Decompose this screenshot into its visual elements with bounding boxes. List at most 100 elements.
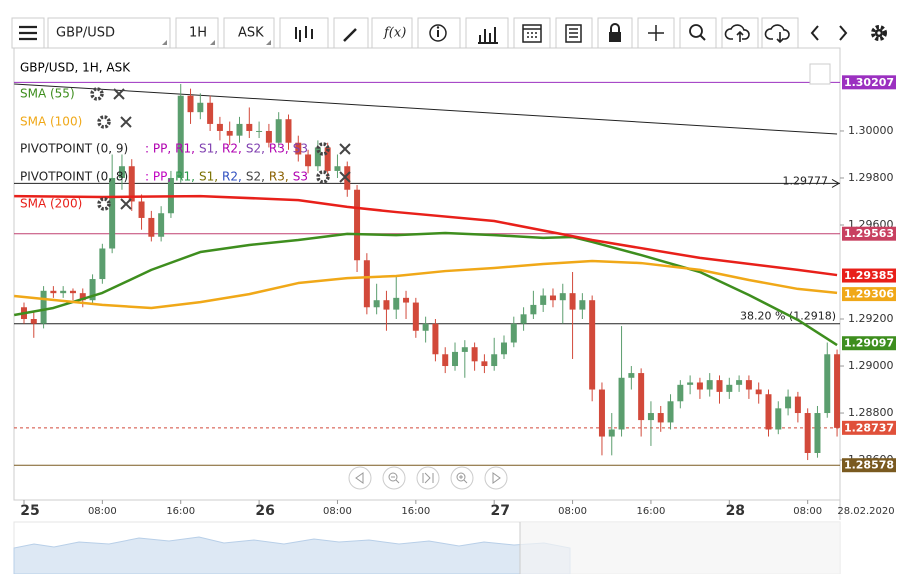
x-tick-label: 08:00 [558,506,587,517]
candle-body [549,295,556,301]
candle-body [256,130,263,132]
candle-body [706,380,713,390]
legend-entry: PIVOTPOINT (0, 9) [20,142,128,156]
fullscreen-button[interactable] [809,63,831,85]
candle-body [804,413,811,453]
nav-back[interactable] [348,466,372,490]
function-button[interactable]: f(x) [371,17,413,49]
price-tag [842,226,896,241]
candle-body [814,413,821,453]
candle-body [412,302,419,331]
chart-type-button[interactable] [279,17,329,49]
settings-icon[interactable] [90,87,104,101]
candle-body [716,380,723,392]
function: f(x) [383,26,406,41]
candle-body [187,95,194,113]
candle-body [755,389,762,395]
pivot-level: R2, [222,170,242,184]
settings-icon[interactable] [316,170,330,184]
candle-body [128,166,135,202]
candle-body [559,293,566,301]
candle-body [79,293,86,301]
candle-body [785,396,792,409]
pivot-level: R1, [175,170,195,184]
candle-body [393,297,400,310]
settings-button[interactable] [871,25,887,41]
candle-body [324,147,331,171]
pivot-level: R3, [269,170,289,184]
upload-button[interactable] [721,17,759,49]
pivot-level: S2, [246,170,265,184]
symbol-input[interactable]: GBP/USD [47,17,171,49]
x-tick-label: 16:00 [166,506,195,517]
candle-body [246,123,253,131]
candle-body [824,354,831,414]
settings-icon-hub [321,175,325,179]
remove-icon[interactable] [339,143,351,155]
candle-body [834,354,840,428]
candle-body [89,279,96,301]
remove-icon[interactable] [113,88,125,100]
draw-button[interactable] [333,17,369,49]
volume-button[interactable] [465,17,509,49]
nav-zoom-out[interactable] [382,466,406,490]
nav-forward[interactable] [484,466,508,490]
scroll-left-button[interactable] [810,25,819,41]
candle-body [638,373,645,421]
candle-body [118,166,125,178]
remove-icon[interactable] [120,116,132,128]
line-arrow [831,178,840,188]
candle-body [158,213,165,237]
scroll-right-button[interactable] [839,25,848,41]
menu-button[interactable] [11,17,45,49]
candle-body [745,380,752,390]
date-label: 28.02.2020 [837,506,894,517]
timeframe-button[interactable]: 1H [175,17,219,49]
candle-body [373,300,380,308]
price-tag [842,458,896,473]
x-tick-label: 25 [20,503,39,519]
candle-body [452,351,459,367]
settings-icon-hub [102,120,106,124]
candle-body [461,347,468,352]
candle-body [540,295,547,305]
pivot-level: S3 [293,142,308,156]
lock-button[interactable] [597,17,633,49]
candle-body [109,177,116,249]
candle-body [285,119,292,143]
settings-icon[interactable] [97,197,111,211]
remove-icon[interactable] [120,198,132,210]
report-button[interactable] [555,17,593,49]
zoom-button[interactable] [679,17,717,49]
candle-body [99,248,106,280]
crosshair-button[interactable] [637,17,675,49]
candle-body [657,413,664,423]
price-type-button[interactable]: ASK [223,17,275,49]
price-tag [842,336,896,351]
sma-line [14,231,838,347]
remove-icon[interactable] [339,171,351,183]
timeframe: 1H [189,26,207,41]
candle-body [295,142,302,155]
price-tag [842,268,896,283]
settings-icon[interactable] [316,142,330,156]
legend-entry: SMA (100) [20,115,82,129]
legend: GBP/USD, 1H, ASK SMA (55) SMA (100) SMA (2… [20,61,831,211]
pivot-level: S1, [199,142,218,156]
settings-icon-hub [95,92,99,96]
download-button[interactable] [761,17,799,49]
calendar-button[interactable] [513,17,551,49]
y-tick-label: 1.29000 [848,359,894,372]
candle-body [50,290,57,294]
candle-body [530,304,537,315]
settings-icon-hub [321,147,325,151]
nav-reset[interactable] [416,466,440,490]
candle-body [687,382,694,385]
candle-body [589,300,596,390]
settings-icon[interactable] [97,115,111,129]
info-button[interactable] [417,17,461,49]
nav-zoom-in[interactable] [450,466,474,490]
